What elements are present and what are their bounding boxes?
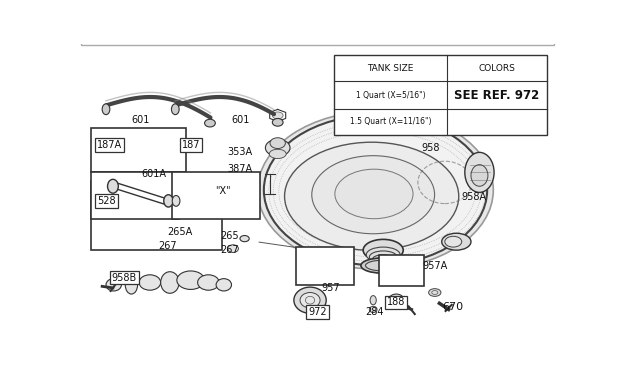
Ellipse shape bbox=[389, 294, 403, 303]
Ellipse shape bbox=[272, 119, 283, 126]
Text: 1 Quart (X=5/16"): 1 Quart (X=5/16") bbox=[356, 91, 425, 100]
Ellipse shape bbox=[272, 112, 283, 119]
Text: COLORS: COLORS bbox=[479, 64, 515, 73]
Text: eReplacementParts.com: eReplacementParts.com bbox=[233, 183, 402, 197]
Ellipse shape bbox=[240, 235, 249, 242]
Text: SEE REF. 972: SEE REF. 972 bbox=[454, 89, 539, 101]
Bar bbox=[334, 55, 547, 135]
Ellipse shape bbox=[441, 233, 471, 250]
Text: 265: 265 bbox=[220, 231, 239, 241]
Text: 265A: 265A bbox=[167, 227, 193, 237]
Text: 670: 670 bbox=[442, 301, 463, 312]
Ellipse shape bbox=[366, 260, 401, 271]
Ellipse shape bbox=[205, 119, 215, 127]
Text: 958B: 958B bbox=[112, 273, 137, 283]
Text: 353A: 353A bbox=[227, 147, 252, 157]
Ellipse shape bbox=[216, 278, 231, 291]
Ellipse shape bbox=[167, 240, 179, 248]
Ellipse shape bbox=[269, 149, 286, 158]
Ellipse shape bbox=[125, 276, 138, 294]
Ellipse shape bbox=[335, 169, 413, 219]
Text: 958A: 958A bbox=[461, 192, 486, 202]
Ellipse shape bbox=[265, 139, 290, 156]
Ellipse shape bbox=[455, 99, 473, 123]
Bar bbox=[172, 172, 260, 219]
Ellipse shape bbox=[228, 245, 239, 253]
Text: 387A: 387A bbox=[227, 164, 252, 174]
Ellipse shape bbox=[370, 251, 397, 263]
Ellipse shape bbox=[177, 271, 205, 289]
Text: 958: 958 bbox=[422, 143, 440, 153]
Text: 267: 267 bbox=[158, 241, 177, 251]
Bar bbox=[91, 128, 187, 172]
Ellipse shape bbox=[164, 195, 173, 207]
Ellipse shape bbox=[378, 262, 389, 266]
Bar bbox=[91, 172, 179, 219]
Ellipse shape bbox=[449, 91, 479, 131]
Text: 284: 284 bbox=[365, 307, 384, 317]
Bar bbox=[296, 247, 353, 285]
Ellipse shape bbox=[366, 247, 400, 262]
Ellipse shape bbox=[102, 104, 110, 115]
Ellipse shape bbox=[264, 115, 487, 265]
Ellipse shape bbox=[465, 152, 494, 192]
Ellipse shape bbox=[370, 306, 377, 312]
Ellipse shape bbox=[445, 236, 462, 247]
Ellipse shape bbox=[363, 239, 403, 261]
Text: 188: 188 bbox=[387, 297, 405, 307]
Ellipse shape bbox=[161, 272, 179, 293]
Ellipse shape bbox=[376, 258, 391, 265]
Text: 957A: 957A bbox=[423, 261, 448, 271]
Text: 1.5 Quart (X=11/16"): 1.5 Quart (X=11/16") bbox=[350, 118, 432, 126]
Text: 972: 972 bbox=[308, 307, 327, 317]
Bar bbox=[379, 255, 424, 286]
Ellipse shape bbox=[471, 165, 488, 186]
Text: 187: 187 bbox=[182, 140, 200, 150]
Ellipse shape bbox=[285, 142, 459, 250]
Ellipse shape bbox=[370, 296, 376, 305]
Ellipse shape bbox=[312, 156, 435, 234]
Ellipse shape bbox=[270, 138, 285, 149]
Ellipse shape bbox=[428, 289, 441, 296]
Ellipse shape bbox=[198, 275, 219, 290]
Ellipse shape bbox=[139, 275, 161, 290]
Ellipse shape bbox=[373, 255, 394, 264]
Ellipse shape bbox=[106, 278, 122, 291]
Text: 267: 267 bbox=[220, 245, 239, 255]
Ellipse shape bbox=[294, 287, 326, 313]
Ellipse shape bbox=[107, 179, 118, 193]
Bar bbox=[91, 181, 222, 250]
Text: 601: 601 bbox=[232, 115, 250, 125]
Text: "X": "X" bbox=[215, 187, 231, 196]
Text: 601A: 601A bbox=[141, 169, 166, 180]
Text: TANK SIZE: TANK SIZE bbox=[368, 64, 414, 73]
Ellipse shape bbox=[258, 111, 494, 269]
Text: 601: 601 bbox=[131, 115, 150, 125]
Text: 957: 957 bbox=[322, 283, 340, 293]
Ellipse shape bbox=[300, 292, 320, 308]
Text: 187A: 187A bbox=[97, 140, 122, 150]
Ellipse shape bbox=[172, 104, 179, 115]
Ellipse shape bbox=[172, 196, 180, 206]
Ellipse shape bbox=[361, 258, 405, 273]
Text: 528: 528 bbox=[97, 196, 116, 206]
